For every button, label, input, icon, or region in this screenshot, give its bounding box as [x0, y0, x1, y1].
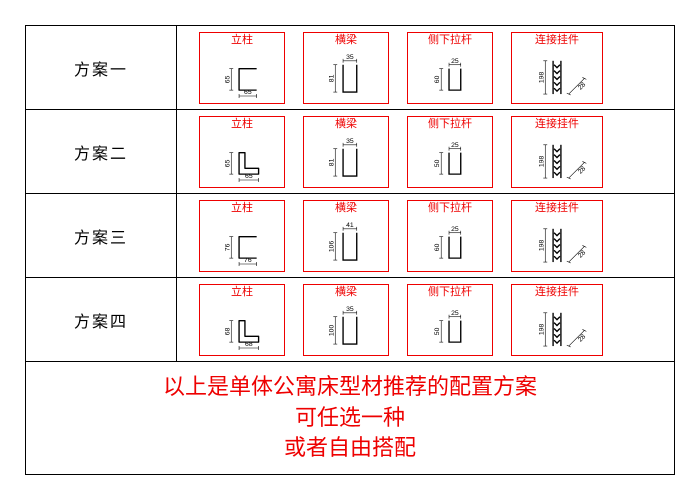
part-box: 立柱 65 65 — [199, 116, 285, 188]
profile-icon: 76 76 — [200, 214, 284, 271]
svg-text:198: 198 — [538, 155, 545, 167]
part-box: 侧下拉杆 25 50 — [407, 284, 493, 356]
profile-icon: 41 106 — [304, 214, 388, 271]
part-box: 横梁 35 100 — [303, 284, 389, 356]
svg-text:76: 76 — [224, 243, 231, 251]
profile-icon: 35 81 — [304, 46, 388, 103]
svg-text:65: 65 — [245, 173, 253, 180]
profile-icon: 198 28 — [512, 214, 602, 271]
svg-text:50: 50 — [434, 159, 441, 167]
page-frame: 方案一立柱 65 65横梁 35 81侧下拉杆 25 60连接挂件 — [0, 0, 700, 500]
profile-icon: 65 65 — [200, 130, 284, 187]
svg-text:50: 50 — [434, 327, 441, 335]
svg-text:198: 198 — [538, 323, 545, 335]
part-title: 立柱 — [231, 119, 253, 130]
svg-text:106: 106 — [328, 240, 335, 252]
profile-icon: 25 60 — [408, 46, 492, 103]
svg-text:76: 76 — [244, 257, 252, 264]
svg-text:100: 100 — [328, 324, 335, 336]
parts-cell: 立柱 65 65横梁 35 81侧下拉杆 25 60连接挂件 — [177, 26, 674, 109]
part-box: 连接挂件 198 28 — [511, 116, 603, 188]
svg-text:28: 28 — [577, 249, 587, 259]
profile-icon: 68 68 — [200, 298, 284, 355]
footer-note: 以上是单体公寓床型材推荐的配置方案 可任选一种 或者自由搭配 — [26, 362, 674, 474]
part-title: 横梁 — [335, 119, 357, 130]
part-title: 横梁 — [335, 287, 357, 298]
part-box: 横梁 35 81 — [303, 32, 389, 104]
part-box: 侧下拉杆 25 60 — [407, 32, 493, 104]
plan-row: 方案三立柱 76 76横梁 41 106侧下拉杆 25 60连接挂件 — [26, 194, 674, 278]
profile-icon: 198 28 — [512, 130, 602, 187]
svg-text:198: 198 — [538, 239, 545, 251]
plan-row: 方案一立柱 65 65横梁 35 81侧下拉杆 25 60连接挂件 — [26, 26, 674, 110]
part-box: 连接挂件 198 28 — [511, 32, 603, 104]
part-box: 立柱 68 68 — [199, 284, 285, 356]
plan-label: 方案二 — [26, 110, 177, 193]
svg-text:28: 28 — [577, 165, 587, 175]
svg-text:68: 68 — [224, 327, 231, 335]
part-title: 连接挂件 — [535, 119, 579, 130]
parts-cell: 立柱 76 76横梁 41 106侧下拉杆 25 60连接挂件 — [177, 194, 674, 277]
parts-cell: 立柱 65 65横梁 35 81侧下拉杆 25 50连接挂件 — [177, 110, 674, 193]
footer-line-3: 或者自由搭配 — [284, 433, 416, 464]
part-box: 连接挂件 198 28 — [511, 284, 603, 356]
part-box: 侧下拉杆 25 60 — [407, 200, 493, 272]
svg-text:60: 60 — [434, 75, 441, 83]
part-title: 侧下拉杆 — [428, 35, 472, 46]
part-title: 侧下拉杆 — [428, 203, 472, 214]
svg-text:81: 81 — [328, 74, 335, 82]
part-title: 立柱 — [231, 35, 253, 46]
part-title: 横梁 — [335, 35, 357, 46]
part-box: 侧下拉杆 25 50 — [407, 116, 493, 188]
profile-icon: 25 60 — [408, 214, 492, 271]
part-title: 连接挂件 — [535, 35, 579, 46]
profile-icon: 65 65 — [200, 46, 284, 103]
profile-icon: 35 81 — [304, 130, 388, 187]
part-box: 连接挂件 198 28 — [511, 200, 603, 272]
svg-text:60: 60 — [434, 243, 441, 251]
svg-text:41: 41 — [346, 221, 354, 228]
svg-text:28: 28 — [577, 81, 587, 91]
svg-text:35: 35 — [346, 137, 354, 144]
plan-label: 方案三 — [26, 194, 177, 277]
svg-text:65: 65 — [224, 159, 231, 167]
svg-text:35: 35 — [346, 53, 354, 60]
part-title: 侧下拉杆 — [428, 287, 472, 298]
svg-text:25: 25 — [451, 225, 459, 232]
svg-text:25: 25 — [451, 309, 459, 316]
part-box: 横梁 35 81 — [303, 116, 389, 188]
footer-line-1: 以上是单体公寓床型材推荐的配置方案 — [163, 372, 537, 403]
part-box: 横梁 41 106 — [303, 200, 389, 272]
part-title: 连接挂件 — [535, 203, 579, 214]
profile-icon: 25 50 — [408, 298, 492, 355]
table: 方案一立柱 65 65横梁 35 81侧下拉杆 25 60连接挂件 — [25, 25, 675, 475]
svg-text:35: 35 — [346, 305, 354, 312]
part-title: 横梁 — [335, 203, 357, 214]
part-title: 连接挂件 — [535, 287, 579, 298]
plan-row: 方案二立柱 65 65横梁 35 81侧下拉杆 25 50连接挂件 — [26, 110, 674, 194]
plan-label: 方案一 — [26, 26, 177, 109]
svg-text:65: 65 — [244, 89, 252, 96]
svg-text:25: 25 — [451, 141, 459, 148]
svg-text:28: 28 — [577, 333, 587, 343]
profile-icon: 198 28 — [512, 298, 602, 355]
svg-text:68: 68 — [245, 341, 253, 348]
profile-icon: 25 50 — [408, 130, 492, 187]
svg-text:81: 81 — [328, 158, 335, 166]
svg-text:25: 25 — [451, 57, 459, 64]
footer-line-2: 可任选一种 — [295, 403, 405, 434]
profile-icon: 198 28 — [512, 46, 602, 103]
part-title: 立柱 — [231, 203, 253, 214]
part-box: 立柱 65 65 — [199, 32, 285, 104]
part-box: 立柱 76 76 — [199, 200, 285, 272]
part-title: 侧下拉杆 — [428, 119, 472, 130]
svg-text:65: 65 — [224, 75, 231, 83]
profile-icon: 35 100 — [304, 298, 388, 355]
parts-cell: 立柱 68 68横梁 35 100侧下拉杆 25 50连接挂件 — [177, 278, 674, 361]
svg-text:198: 198 — [538, 71, 545, 83]
part-title: 立柱 — [231, 287, 253, 298]
plan-label: 方案四 — [26, 278, 177, 361]
plan-row: 方案四立柱 68 68横梁 35 100侧下拉杆 25 50连接挂件 — [26, 278, 674, 362]
